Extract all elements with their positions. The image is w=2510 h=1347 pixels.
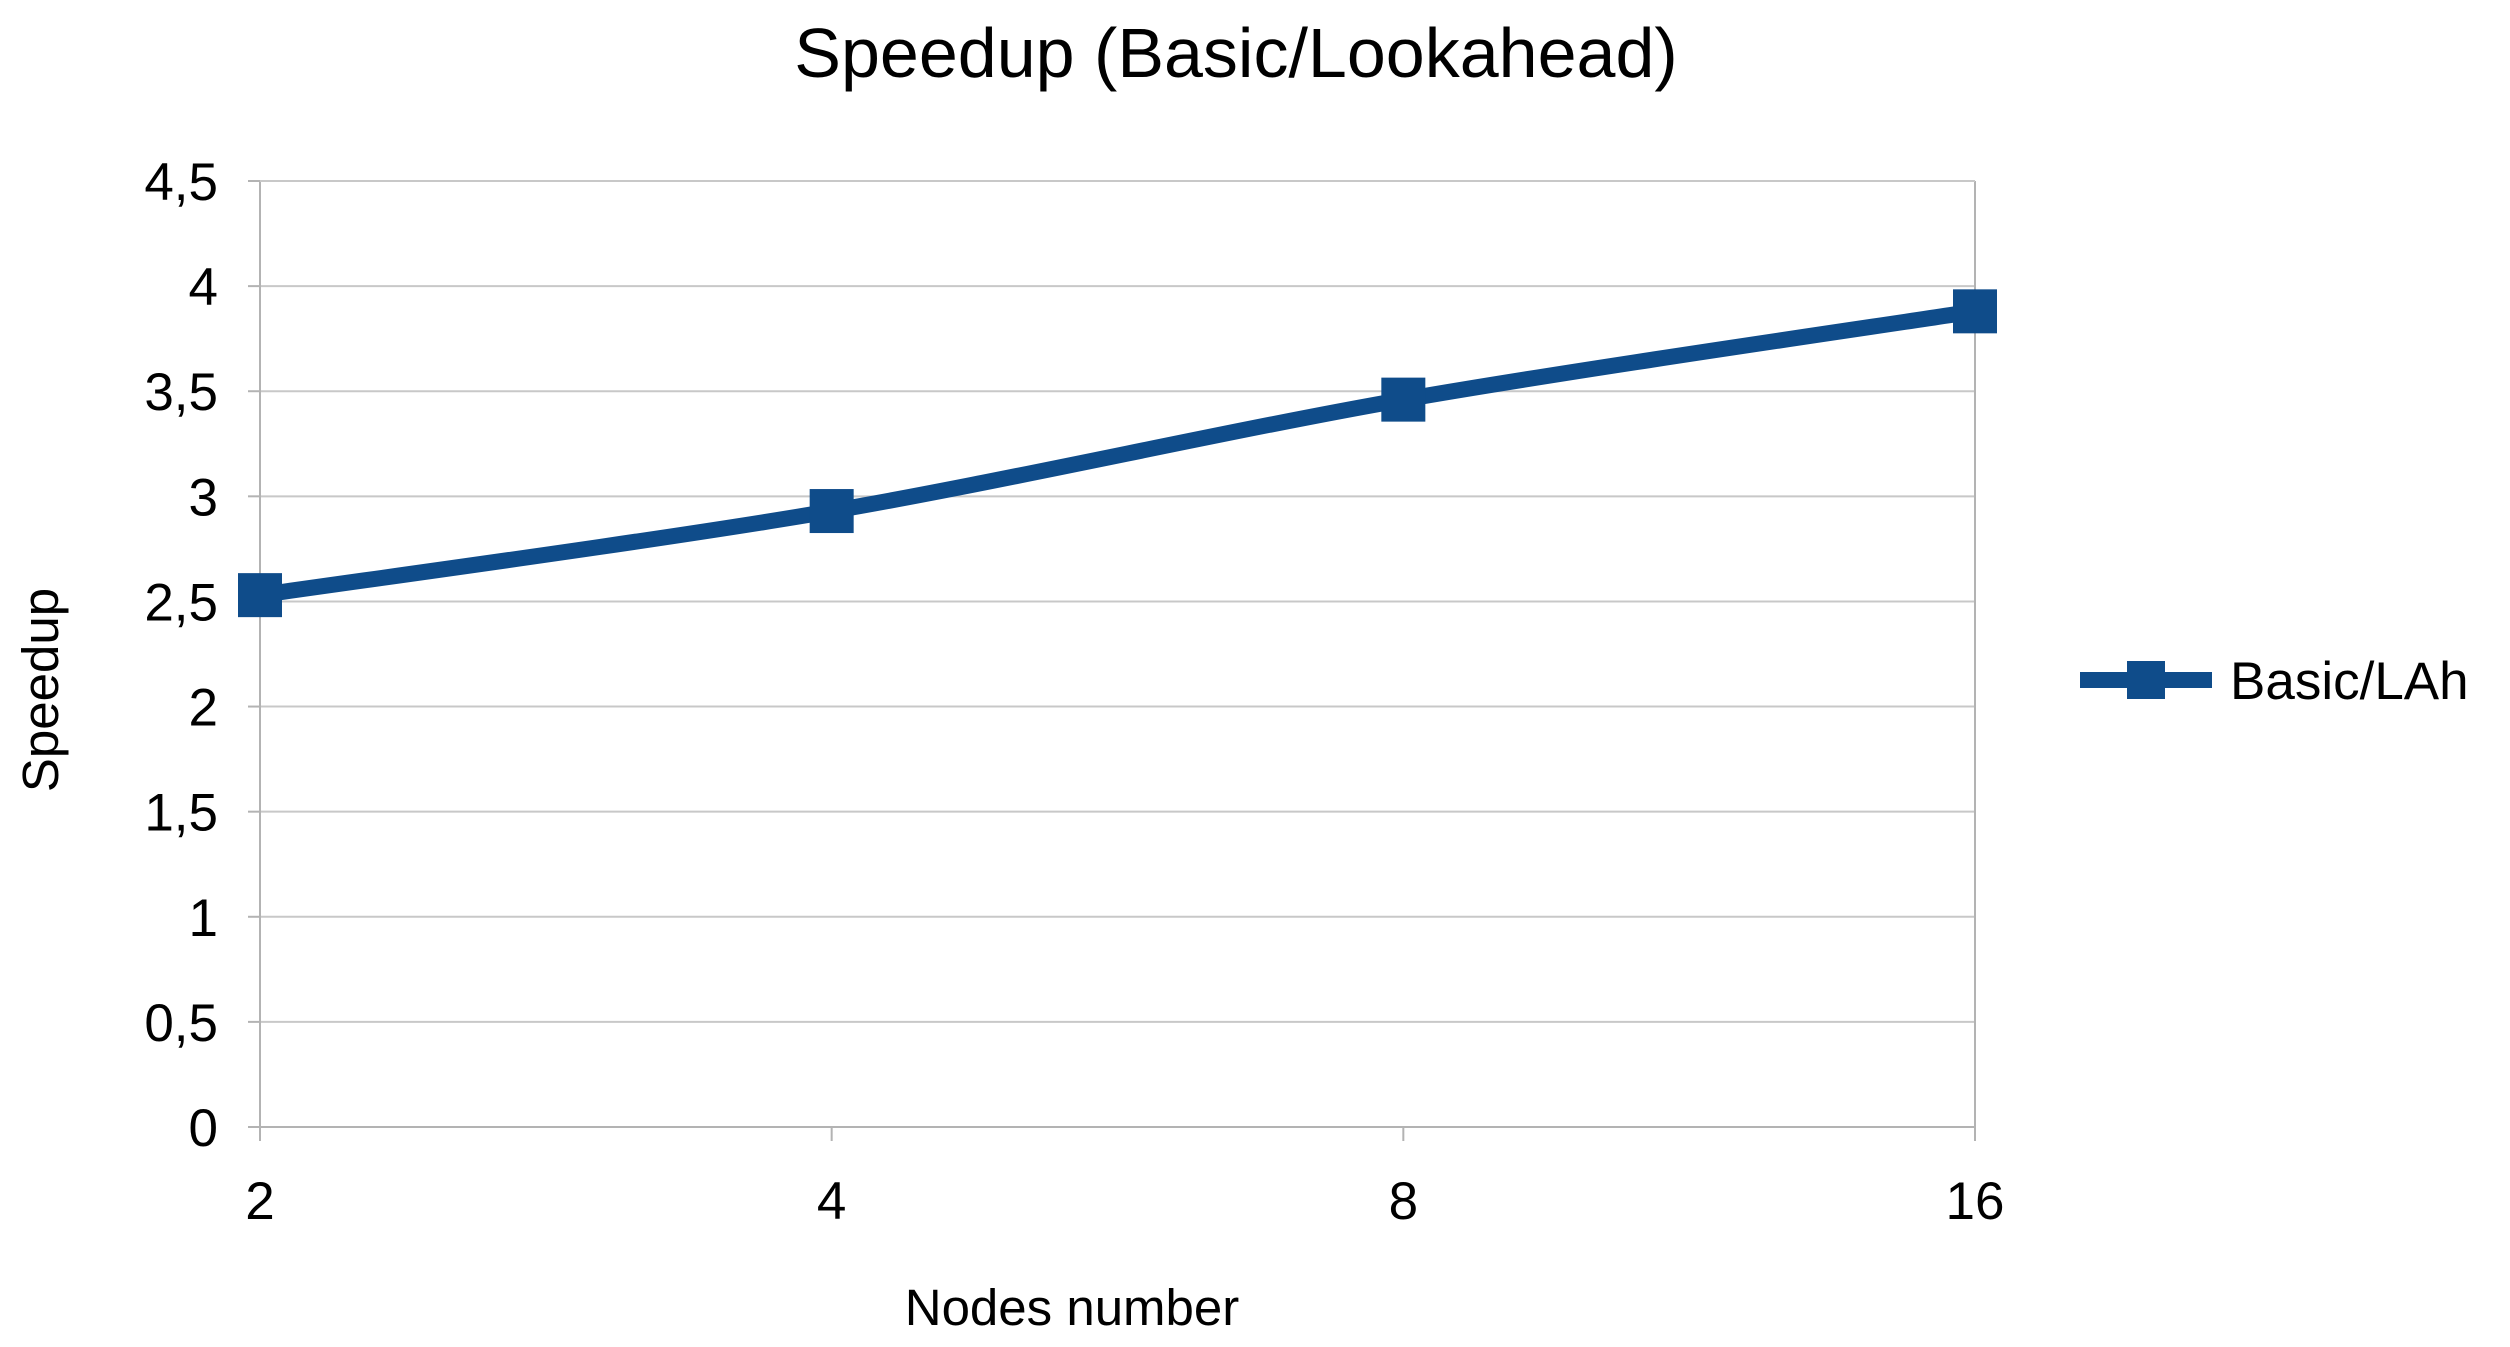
- series-line: [258, 303, 1977, 604]
- y-tick-label: 1: [189, 889, 218, 948]
- y-tick-label: 3,5: [144, 363, 218, 422]
- series-lines: [238, 289, 1997, 618]
- y-axis-ticks: 0 0,5 1 1,5 2 2,5 3 3,5 4 4,5: [144, 153, 218, 1158]
- y-tick-label: 0,5: [144, 994, 218, 1053]
- data-point-marker: [1381, 377, 1426, 422]
- x-tick-label: 4: [817, 1172, 846, 1231]
- x-axis-ticks: 2 4 8 16: [245, 1172, 2004, 1231]
- data-point-marker: [238, 573, 282, 618]
- legend-marker: [2127, 661, 2165, 699]
- y-tick-label: 0: [189, 1099, 218, 1158]
- y-tick-label: 1,5: [144, 784, 218, 843]
- data-point-marker: [809, 489, 854, 534]
- y-tick-label: 3: [189, 468, 218, 527]
- legend: Basic/LAh: [2080, 652, 2469, 711]
- y-tick-label: 2: [189, 679, 218, 738]
- y-tick-label: 4,5: [144, 153, 218, 212]
- y-tick-label: 2,5: [144, 573, 218, 632]
- y-tick-label: 4: [189, 258, 218, 317]
- data-point-marker: [1953, 289, 1997, 334]
- legend-label: Basic/LAh: [2230, 652, 2469, 711]
- x-tick-label: 2: [245, 1172, 274, 1231]
- x-axis-label: Nodes number: [905, 1279, 1240, 1336]
- axes: [248, 180, 1976, 1141]
- gridlines: [260, 180, 1975, 1023]
- chart-title: Speedup (Basic/Lookahead): [794, 14, 1677, 92]
- y-axis-label: Speedup: [12, 588, 69, 792]
- x-tick-label: 8: [1389, 1172, 1418, 1231]
- x-tick-label: 16: [1946, 1172, 2005, 1231]
